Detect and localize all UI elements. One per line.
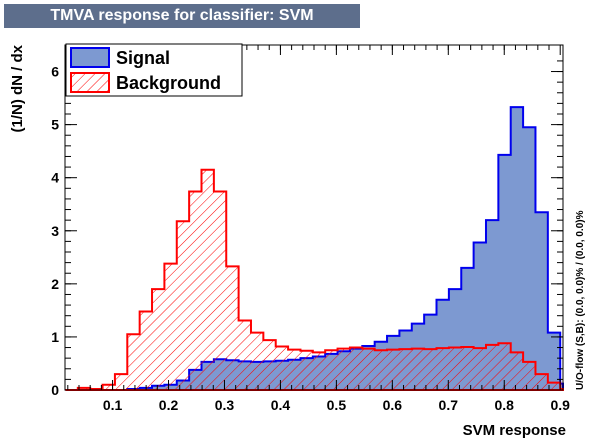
legend-swatch-background — [70, 72, 110, 93]
y-tick-label: 3 — [51, 223, 59, 239]
x-tick-label: 0.5 — [327, 397, 347, 413]
x-tick-label: 0.4 — [271, 397, 291, 413]
x-tick-label: 0.8 — [495, 397, 515, 413]
overflow-label: U/O-flow (S,B): (0.0, 0.0)% / (0.0, 0.0)… — [575, 210, 586, 390]
legend-swatch-signal — [70, 47, 110, 68]
x-tick-label: 0.9 — [550, 397, 570, 413]
x-tick-label: 0.6 — [383, 397, 403, 413]
legend-label-signal: Signal — [116, 48, 170, 68]
y-tick-label: 6 — [51, 64, 59, 80]
background-series — [65, 168, 564, 391]
signal-fill — [65, 107, 564, 390]
y-tick-label: 0 — [51, 382, 59, 398]
background-outline — [65, 168, 564, 391]
y-tick-label: 2 — [51, 276, 59, 292]
y-tick-label: 4 — [51, 170, 59, 186]
x-axis-label: SVM response — [463, 422, 566, 439]
y-axis-label: (1/N) dN / dx — [9, 44, 26, 132]
y-tick-label: 1 — [51, 329, 59, 345]
x-tick-label: 0.2 — [159, 397, 179, 413]
x-tick-label: 0.7 — [439, 397, 459, 413]
x-tick-label: 0.3 — [215, 397, 235, 413]
background-fill — [65, 169, 564, 390]
y-tick-label: 5 — [51, 117, 59, 133]
chart-title: TMVA response for classifier: SVM — [4, 4, 360, 28]
legend-label-background: Background — [116, 73, 221, 93]
x-tick-label: 0.1 — [103, 397, 123, 413]
